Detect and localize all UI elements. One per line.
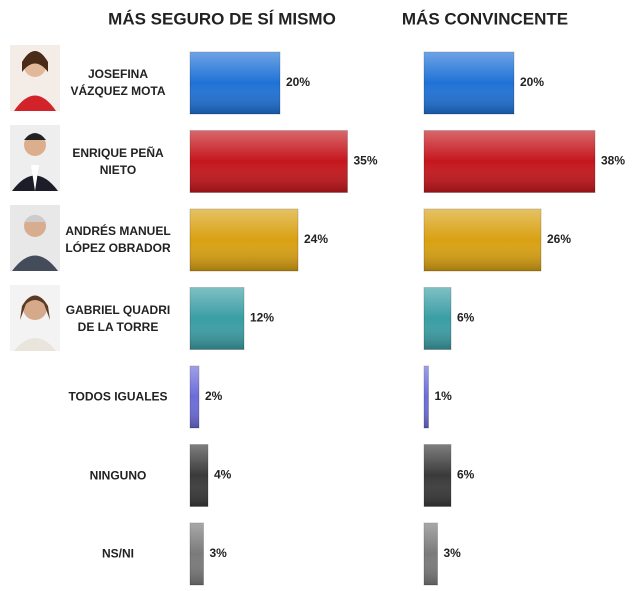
category-label: TODOS IGUALES (60, 389, 176, 406)
photo (10, 285, 60, 351)
value-label: 4% (214, 468, 232, 482)
page: MÁS SEGURO DE SÍ MISMO 20% 35% 24% 12% 2% 4% 3%… (0, 0, 637, 591)
value-label: 2% (205, 389, 223, 403)
value-label: 38% (601, 154, 625, 168)
photo (10, 125, 60, 191)
bar-shine (190, 288, 244, 350)
bar-shine (190, 131, 348, 193)
bar-shine (190, 52, 280, 114)
category-label: NINGUNO (60, 467, 176, 484)
bar-shine (424, 445, 451, 507)
value-label: 6% (457, 311, 475, 325)
bar-shine (424, 131, 595, 193)
value-label: 1% (435, 389, 453, 403)
photos (10, 45, 60, 351)
value-label: 3% (444, 546, 462, 560)
bar-shine (424, 288, 451, 350)
category-label: ANDRÉS MANUEL LÓPEZ OBRADOR (60, 223, 176, 257)
value-label: 20% (286, 75, 310, 89)
value-label: 24% (304, 232, 328, 246)
category-label: ENRIQUE PEÑA NIETO (60, 145, 176, 179)
category-label: NS/NI (60, 546, 176, 563)
photo (10, 205, 60, 271)
photo (10, 45, 60, 111)
value-label: 20% (520, 75, 544, 89)
category-label: JOSEFINA VÁZQUEZ MOTA (60, 66, 176, 100)
category-label: GABRIEL QUADRI DE LA TORRE (60, 302, 176, 336)
bar-shine (424, 523, 438, 585)
value-label: 3% (210, 546, 228, 560)
bar-shine (190, 366, 199, 428)
bar-shine (190, 523, 204, 585)
value-label: 35% (354, 154, 378, 168)
value-label: 6% (457, 468, 475, 482)
value-label: 26% (547, 232, 571, 246)
bar-shine (424, 366, 429, 428)
bar-shine (424, 209, 541, 271)
bar-shine (190, 209, 298, 271)
bar-shine (190, 445, 208, 507)
bar-shine (424, 52, 514, 114)
chart-title: MÁS SEGURO DE SÍ MISMO (108, 9, 336, 28)
chart-title: MÁS CONVINCENTE (402, 9, 568, 28)
value-label: 12% (250, 311, 274, 325)
